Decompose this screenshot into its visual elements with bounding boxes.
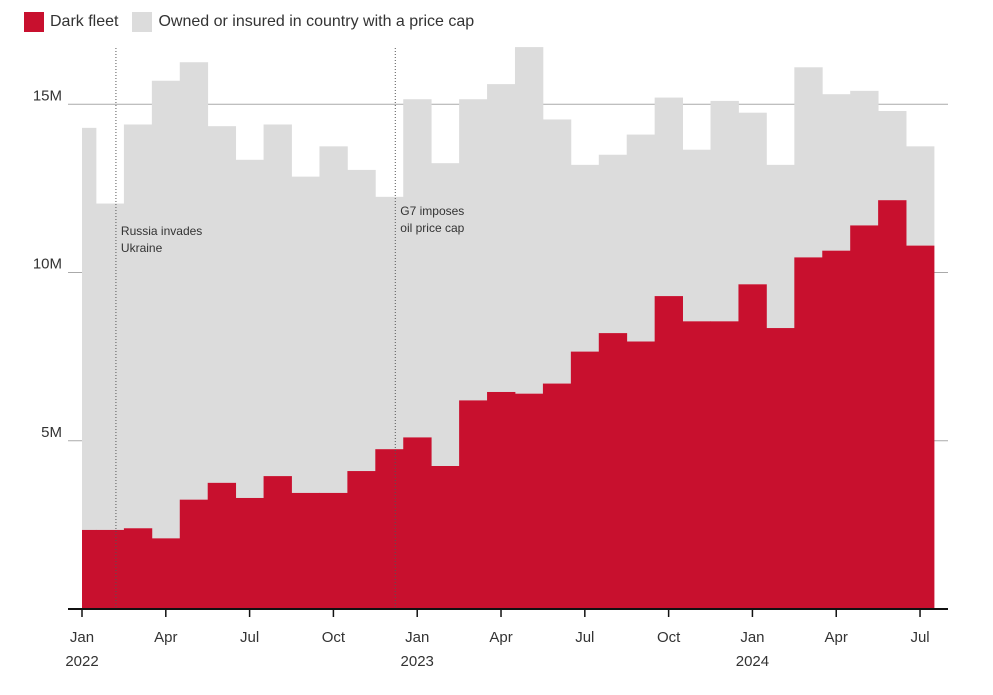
area-bar-price-cap [626, 134, 656, 342]
area-bar-dark-fleet [291, 492, 320, 609]
area-bar-price-cap [822, 94, 851, 251]
area-bar-price-cap [710, 100, 739, 322]
area-bar-dark-fleet [82, 529, 97, 609]
area-bar-dark-fleet [431, 466, 460, 609]
x-tick-year-label: 2023 [401, 653, 434, 670]
area-bar-dark-fleet [850, 225, 879, 609]
area-bar-price-cap [263, 124, 292, 477]
x-tick-label: Oct [657, 629, 681, 646]
area-bar-price-cap [207, 126, 237, 483]
area-bar-dark-fleet [710, 321, 739, 609]
area-bar-dark-fleet [598, 333, 628, 609]
x-tick-label: Jul [910, 629, 929, 646]
y-tick-label: 10M [33, 256, 62, 273]
area-bar-dark-fleet [347, 471, 376, 609]
area-bar-price-cap [570, 164, 600, 352]
area-bar-price-cap [179, 62, 209, 500]
annotation-label: G7 imposes [400, 204, 464, 218]
area-bar-dark-fleet [878, 200, 907, 609]
area-bar-price-cap [906, 146, 935, 246]
annotations: Russia invades Ukraine G7 imposes oil price… [115, 48, 465, 609]
area-bar-dark-fleet [151, 538, 181, 609]
area-bar-dark-fleet [514, 393, 544, 609]
x-tick-label: Apr [825, 629, 848, 646]
area-bar-dark-fleet [375, 449, 404, 609]
annotation-label: Ukraine [121, 241, 163, 255]
legend-item-dark-fleet: Dark fleet [24, 12, 118, 32]
area-bar-price-cap [291, 176, 320, 493]
area-bar-dark-fleet [766, 328, 795, 609]
area-series [82, 47, 935, 610]
area-bar-price-cap [235, 159, 264, 498]
x-tick-label: Jul [240, 629, 259, 646]
legend-label-dark-fleet: Dark fleet [50, 13, 119, 30]
legend-swatch-price-cap [132, 12, 153, 32]
area-bar-dark-fleet [738, 284, 767, 609]
area-bar-price-cap [459, 99, 488, 401]
area-bar-dark-fleet [403, 437, 432, 609]
x-tick-year-label: 2024 [736, 653, 769, 670]
area-bar-price-cap [403, 99, 432, 438]
area-bar-price-cap [794, 67, 823, 258]
x-tick-year-label: 2022 [65, 653, 98, 670]
area-bar-price-cap [654, 97, 683, 297]
x-tick-label: Oct [322, 629, 346, 646]
area-bar-price-cap [766, 164, 795, 329]
annotation-label: oil price cap [400, 221, 464, 235]
area-bar-dark-fleet [794, 257, 823, 609]
x-tick-label: Apr [154, 629, 177, 646]
area-bar-price-cap [598, 154, 628, 334]
area-bar-price-cap [375, 196, 404, 450]
area-bar-dark-fleet [207, 482, 237, 609]
area-bar-price-cap [878, 111, 907, 201]
area-bar-dark-fleet [263, 476, 292, 609]
area-bar-dark-fleet [542, 383, 572, 609]
area-bar-dark-fleet [626, 341, 656, 609]
area-bar-price-cap [514, 47, 544, 394]
area-bar-dark-fleet [570, 351, 600, 609]
y-tick-label: 15M [33, 87, 62, 104]
area-bar-dark-fleet [95, 529, 125, 609]
area-bar-price-cap [151, 80, 181, 539]
x-tick-label: Jan [405, 629, 429, 646]
legend-label-price-cap: Owned or insured in country with a price… [158, 13, 475, 30]
area-bar-price-cap [542, 119, 572, 384]
area-bar-price-cap [431, 163, 460, 467]
area-bar-price-cap [347, 169, 376, 472]
axes: 5M 10M 15M Jan 2022 Apr Jul Oct Jan 2023 Apr Jul Oct… [33, 87, 948, 670]
legend: Dark fleet Owned or insured in country w… [24, 12, 488, 32]
area-bar-dark-fleet [123, 528, 153, 609]
area-bar-price-cap [850, 90, 879, 226]
area-bar-dark-fleet [319, 492, 348, 609]
x-tick-label: Jan [70, 629, 94, 646]
area-bar-price-cap [82, 127, 97, 530]
area-bar-dark-fleet [682, 321, 711, 609]
legend-item-price-cap: Owned or insured in country with a price… [132, 12, 474, 32]
area-bar-price-cap [319, 146, 348, 493]
x-tick-label: Apr [489, 629, 512, 646]
area-bar-price-cap [95, 203, 125, 530]
area-bar-dark-fleet [906, 245, 935, 610]
x-tick-label: Jan [740, 629, 764, 646]
area-bar-price-cap [738, 112, 767, 285]
y-tick-label: 5M [41, 424, 62, 441]
area-bar-price-cap [123, 124, 153, 529]
area-bar-dark-fleet [179, 499, 209, 609]
area-bar-dark-fleet [235, 497, 264, 609]
area-bar-dark-fleet [654, 296, 683, 609]
x-tick-label: Jul [575, 629, 594, 646]
area-bar-dark-fleet [822, 250, 851, 610]
area-bar-price-cap [682, 149, 711, 322]
legend-swatch-dark-fleet [24, 12, 44, 32]
area-bar-dark-fleet [459, 400, 488, 609]
area-bar-price-cap [487, 84, 516, 392]
area-bar-dark-fleet [487, 391, 516, 609]
annotation-label: Russia invades [121, 224, 202, 238]
